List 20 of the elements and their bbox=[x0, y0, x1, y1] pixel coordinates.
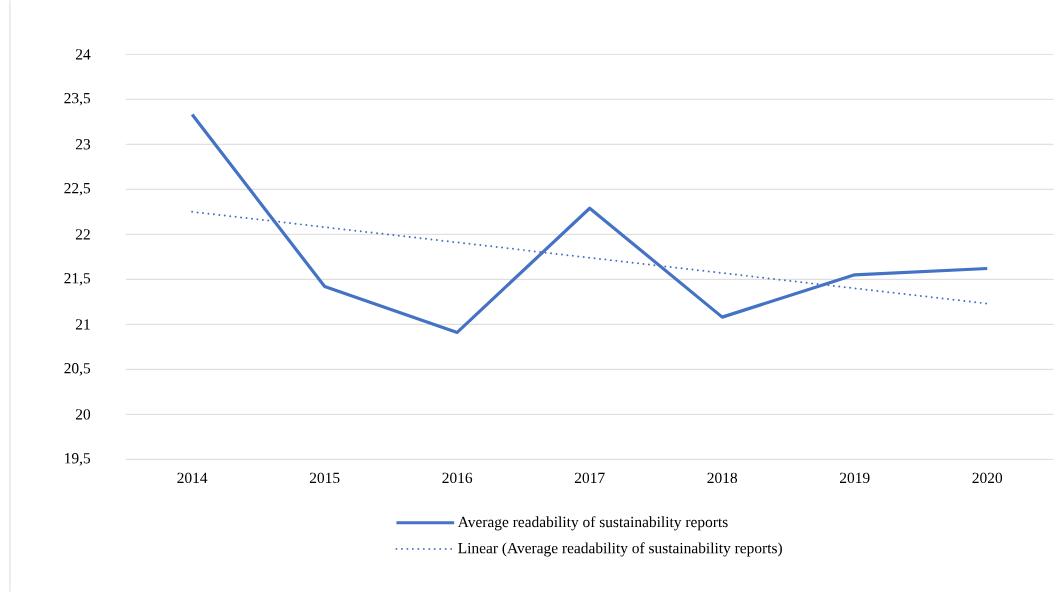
x-tick-label: 2017 bbox=[574, 472, 605, 483]
x-tick-label: 2019 bbox=[839, 472, 870, 483]
y-tick-label: 21 bbox=[75, 319, 90, 330]
y-tick-label: 23 bbox=[75, 139, 91, 150]
y-tick-label: 20 bbox=[75, 409, 91, 420]
x-tick-label: 2020 bbox=[972, 472, 1003, 483]
y-tick-label: 23,5 bbox=[64, 92, 91, 106]
x-tick-label: 2016 bbox=[442, 472, 473, 483]
x-tick-label: 2018 bbox=[707, 472, 738, 483]
y-tick-label: 22 bbox=[75, 229, 90, 240]
y-tick-label: 22,5 bbox=[64, 182, 91, 196]
line-series bbox=[190, 112, 989, 334]
y-tick-label: 21,5 bbox=[64, 272, 91, 286]
y-tick-label: 20,5 bbox=[64, 362, 91, 376]
y-tick-label: 24 bbox=[75, 49, 91, 60]
x-tick-label: 2014 bbox=[177, 472, 208, 483]
y-tick-label: 19,5 bbox=[65, 452, 91, 466]
x-tick-label: 2015 bbox=[309, 472, 340, 483]
legend-label: Linear (Average readability of sustainability reports) bbox=[458, 542, 782, 557]
legend-label: Average readability of sustainability reports bbox=[457, 516, 728, 531]
